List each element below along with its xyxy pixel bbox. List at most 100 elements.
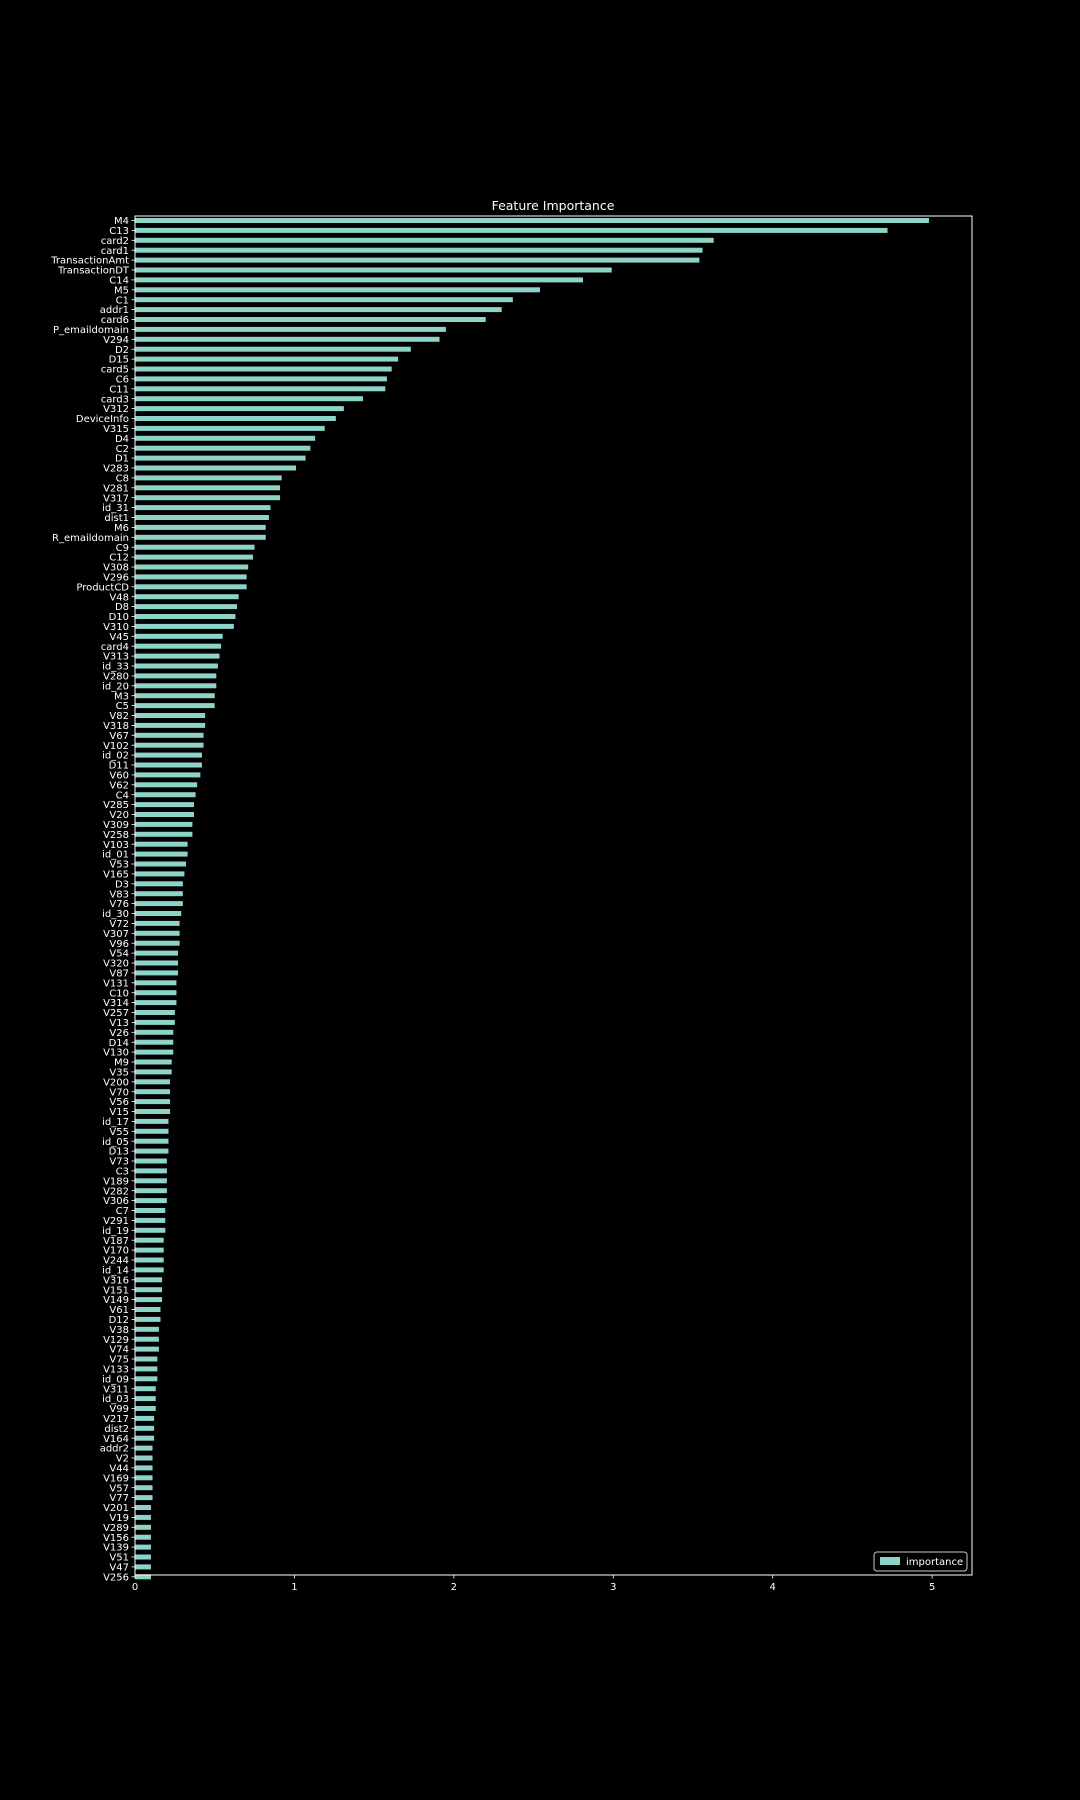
y-tick-label-V169: V169 xyxy=(103,1473,129,1484)
y-tick-label-V316: V316 xyxy=(103,1275,129,1286)
y-tick-label-V156: V156 xyxy=(103,1533,129,1544)
bars-layer xyxy=(135,218,929,1580)
y-tick-label-V309: V309 xyxy=(103,820,129,831)
bar-D10 xyxy=(135,614,236,619)
y-tick-label-V20: V20 xyxy=(109,810,129,821)
x-tick-label: 0 xyxy=(132,1582,138,1593)
bar-id_31 xyxy=(135,505,271,511)
bar-M4 xyxy=(135,218,929,223)
bar-V38 xyxy=(135,1326,159,1332)
bar-V189 xyxy=(135,1178,167,1184)
y-tick-label-TransactionDT: TransactionDT xyxy=(57,266,130,277)
y-tick-label-TransactionAmt: TransactionAmt xyxy=(50,256,129,267)
bar-card1 xyxy=(135,247,703,253)
x-tick-label: 1 xyxy=(291,1582,297,1593)
legend-label: importance xyxy=(906,1557,963,1568)
bar-D12 xyxy=(135,1316,161,1322)
x-tick-label: 4 xyxy=(770,1582,776,1593)
bar-V281 xyxy=(135,485,281,491)
y-tick-label-dist1: dist1 xyxy=(104,513,129,524)
y-tick-label-V170: V170 xyxy=(103,1246,129,1257)
x-tick-label: 2 xyxy=(451,1582,457,1593)
y-tick-label-V129: V129 xyxy=(103,1335,129,1346)
bar-V70 xyxy=(135,1089,171,1095)
y-tick-label-V291: V291 xyxy=(103,1216,129,1227)
bar-M6 xyxy=(135,524,266,530)
bar-V139 xyxy=(135,1544,151,1550)
y-tick-label-V189: V189 xyxy=(103,1176,129,1187)
bar-C2 xyxy=(135,445,311,451)
y-tick-label-V51: V51 xyxy=(109,1553,129,1564)
y-tick-label-V313: V313 xyxy=(103,652,129,663)
bar-V55 xyxy=(135,1128,169,1134)
bar-V99 xyxy=(135,1406,156,1411)
y-tick-label-card6: card6 xyxy=(101,315,129,326)
y-tick-label-V57: V57 xyxy=(109,1483,129,1494)
y-tick-label-D8: D8 xyxy=(115,602,129,613)
y-tick-label-V87: V87 xyxy=(109,969,129,980)
bar-V164 xyxy=(135,1435,155,1441)
bar-C4 xyxy=(135,792,196,798)
bar-V165 xyxy=(135,871,185,877)
y-tick-labels: M4C13card2card1TransactionAmtTransaction… xyxy=(50,216,135,1583)
bar-V314 xyxy=(135,1000,177,1006)
y-tick-label-V307: V307 xyxy=(103,929,129,940)
y-tick-label-C1: C1 xyxy=(116,295,129,306)
bar-P_emaildomain xyxy=(135,326,446,332)
y-tick-label-C2: C2 xyxy=(116,444,129,455)
y-tick-label-V200: V200 xyxy=(103,1077,129,1088)
bar-V51 xyxy=(135,1554,151,1560)
bar-V53 xyxy=(135,861,187,867)
y-tick-label-V244: V244 xyxy=(103,1256,129,1267)
y-tick-label-V308: V308 xyxy=(103,563,129,574)
bar-D1 xyxy=(135,455,306,461)
y-tick-label-D14: D14 xyxy=(109,1038,129,1049)
y-tick-label-V131: V131 xyxy=(103,978,129,989)
y-tick-label-V13: V13 xyxy=(109,1018,129,1029)
bar-id_03 xyxy=(135,1396,156,1402)
y-tick-label-R_emaildomain: R_emaildomain xyxy=(52,533,129,544)
bar-V48 xyxy=(135,594,239,600)
y-tick-label-C12: C12 xyxy=(109,553,129,564)
bar-card6 xyxy=(135,317,486,322)
y-tick-label-V289: V289 xyxy=(103,1523,129,1534)
y-tick-label-id_03: id_03 xyxy=(102,1394,129,1405)
bar-V283 xyxy=(135,465,297,471)
y-tick-label-V306: V306 xyxy=(103,1196,129,1207)
bar-TransactionDT xyxy=(135,267,612,273)
y-tick-label-V164: V164 xyxy=(103,1434,129,1445)
y-tick-label-V55: V55 xyxy=(109,1127,129,1138)
y-tick-label-C14: C14 xyxy=(109,276,129,287)
y-tick-label-V133: V133 xyxy=(103,1365,129,1376)
bar-V149 xyxy=(135,1297,163,1303)
bar-V45 xyxy=(135,633,223,639)
bar-V309 xyxy=(135,821,193,827)
y-tick-label-M5: M5 xyxy=(114,285,129,296)
bar-V61 xyxy=(135,1307,161,1312)
bar-card5 xyxy=(135,366,392,372)
bar-V77 xyxy=(135,1495,153,1501)
bar-C5 xyxy=(135,703,215,709)
bar-V73 xyxy=(135,1158,167,1164)
bar-V306 xyxy=(135,1198,167,1204)
bar-id_30 xyxy=(135,911,182,916)
bar-D11 xyxy=(135,762,202,768)
bar-V317 xyxy=(135,495,281,501)
bar-D2 xyxy=(135,346,411,352)
y-tick-label-V282: V282 xyxy=(103,1186,129,1197)
y-tick-label-ProductCD: ProductCD xyxy=(76,582,129,593)
bar-V133 xyxy=(135,1366,158,1372)
y-tick-label-id_09: id_09 xyxy=(102,1374,129,1385)
y-tick-label-P_emaildomain: P_emaildomain xyxy=(53,325,129,336)
bar-V187 xyxy=(135,1237,164,1243)
y-tick-label-V77: V77 xyxy=(109,1493,129,1504)
bar-V13 xyxy=(135,1019,175,1025)
bar-D15 xyxy=(135,356,399,362)
bar-C3 xyxy=(135,1168,167,1174)
bar-D14 xyxy=(135,1039,174,1045)
bar-V82 xyxy=(135,713,206,718)
bar-V318 xyxy=(135,722,206,728)
bar-C14 xyxy=(135,277,583,283)
y-tick-label-C13: C13 xyxy=(109,226,129,237)
bar-D8 xyxy=(135,604,238,610)
